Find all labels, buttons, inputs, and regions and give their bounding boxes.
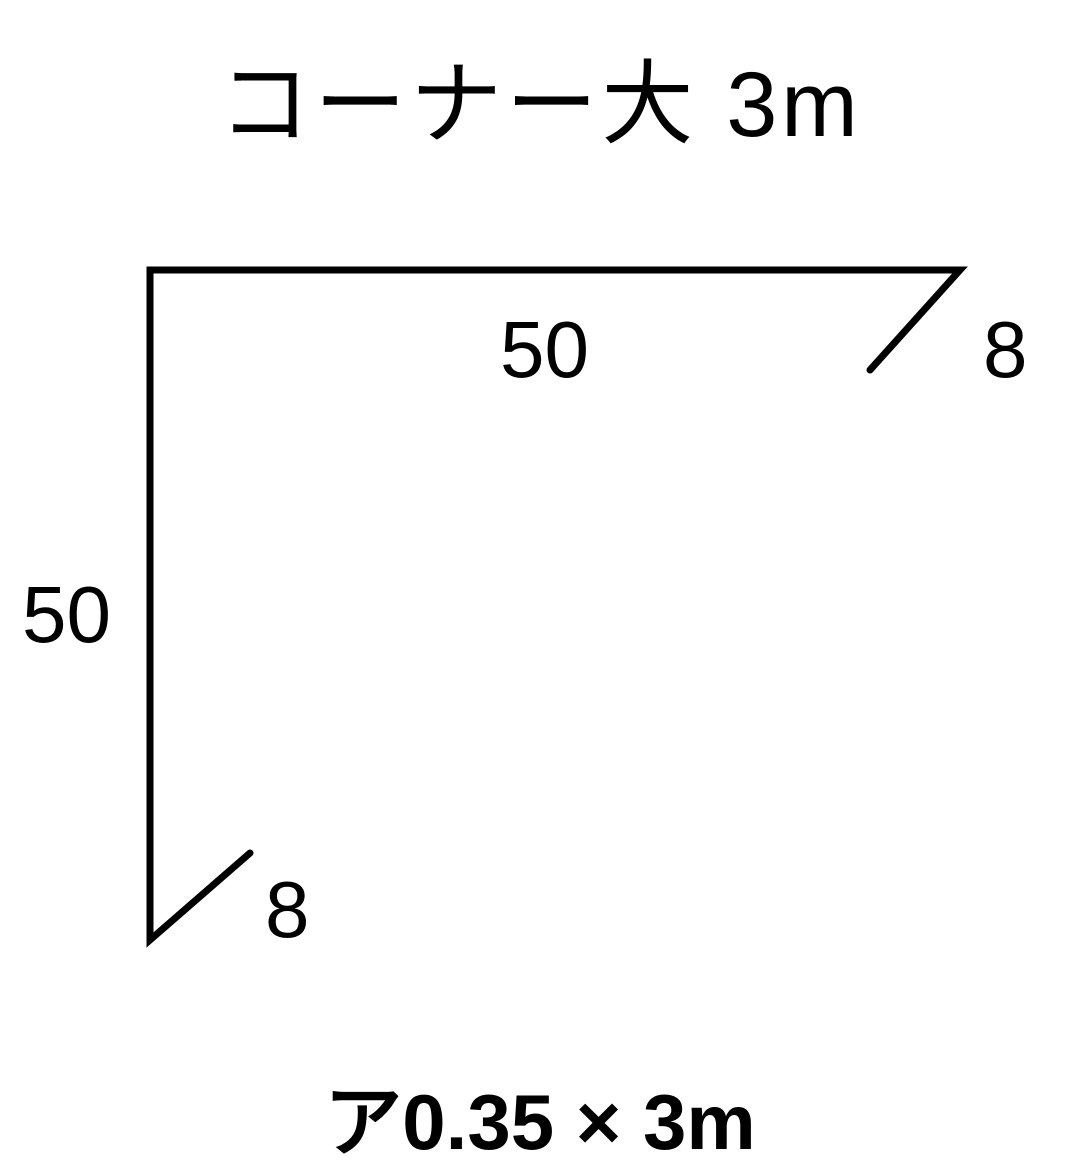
dim-bottom-8: 8 [265,870,310,950]
profile-diagram [0,0,1080,1174]
dim-top-50: 50 [500,310,589,390]
dim-left-50: 50 [22,575,111,655]
dim-right-8: 8 [983,310,1028,390]
footer-text: ア0.35 × 3m [0,1060,1080,1172]
